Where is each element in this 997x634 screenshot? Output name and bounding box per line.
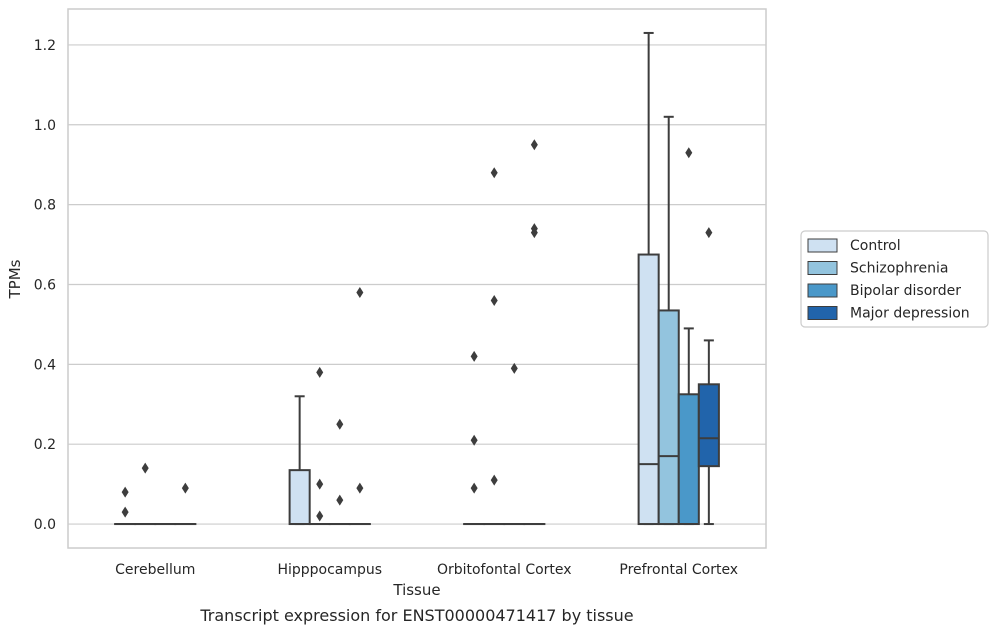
outlier-point xyxy=(530,227,538,239)
series-schizophrenia xyxy=(134,115,680,526)
outlier-point xyxy=(181,482,189,494)
y-tick-label: 1.0 xyxy=(34,118,56,134)
outlier-point xyxy=(510,362,518,374)
plot-frame xyxy=(67,8,767,549)
outlier-point xyxy=(470,482,478,494)
x-tick-label: Cerebellum xyxy=(115,562,195,578)
legend-item: Bipolar disorder xyxy=(807,283,961,299)
box-series xyxy=(114,31,720,526)
x-axis-label: Tissue xyxy=(392,581,440,599)
box xyxy=(637,31,660,526)
box xyxy=(523,139,546,526)
legend-label: Schizophrenia xyxy=(850,261,948,277)
box-body xyxy=(697,383,720,468)
outlier-point xyxy=(705,227,713,239)
series-major-depression xyxy=(174,139,720,526)
box xyxy=(174,482,197,526)
plot-border xyxy=(67,8,767,549)
y-tick-label: 0.0 xyxy=(34,517,56,533)
outlier-point xyxy=(316,366,324,378)
series-bipolar-disorder xyxy=(154,147,700,526)
box xyxy=(114,486,137,526)
box xyxy=(697,227,720,526)
y-axis-ticks: 0.0 0.2 0.4 0.6 0.8 1.0 1.2 xyxy=(34,38,56,533)
x-axis-ticks: Cerebellum Hipppocampus Orbitofontal Corte… xyxy=(115,562,738,578)
outlier-point xyxy=(470,350,478,362)
legend-item: Major depression xyxy=(807,306,970,322)
box xyxy=(657,115,680,526)
outlier-point xyxy=(356,286,364,298)
outlier-point xyxy=(121,486,129,498)
outlier-point xyxy=(336,494,344,506)
box xyxy=(463,350,486,526)
outlier-point xyxy=(490,294,498,306)
box xyxy=(677,147,700,526)
outlier-point xyxy=(356,482,364,494)
legend-label: Control xyxy=(850,238,901,254)
box-body xyxy=(657,309,680,526)
legend-swatch xyxy=(807,238,838,253)
outlier-point xyxy=(685,147,693,159)
y-tick-label: 0.8 xyxy=(34,198,56,214)
outlier-point xyxy=(490,474,498,486)
box xyxy=(308,366,331,526)
legend-label: Major depression xyxy=(850,306,970,322)
legend-swatch xyxy=(807,283,838,298)
y-tick-label: 1.2 xyxy=(34,38,56,54)
legend-label: Bipolar disorder xyxy=(850,283,961,299)
x-tick-label: Prefrontal Cortex xyxy=(619,562,738,578)
legend: Control Schizophrenia Bipolar disorder Majo… xyxy=(800,230,989,328)
box xyxy=(328,418,351,526)
legend-item: Control xyxy=(807,238,901,254)
x-tick-label: Hipppocampus xyxy=(277,562,382,578)
legend-item: Schizophrenia xyxy=(807,261,948,277)
outlier-point xyxy=(336,418,344,430)
outlier-point xyxy=(490,167,498,179)
box xyxy=(483,167,506,526)
y-tick-label: 0.4 xyxy=(34,357,56,373)
box-body xyxy=(637,253,660,526)
outlier-point xyxy=(530,139,538,151)
y-axis-label: TPMs xyxy=(6,259,24,299)
outlier-point xyxy=(316,478,324,490)
outlier-point xyxy=(316,510,324,522)
legend-swatch xyxy=(807,306,838,320)
box xyxy=(288,395,311,526)
legend-swatch xyxy=(807,261,838,275)
y-tick-label: 0.2 xyxy=(34,437,56,453)
outlier-point xyxy=(121,506,129,518)
series-control xyxy=(114,31,660,526)
box xyxy=(503,362,526,526)
y-tick-label: 0.6 xyxy=(34,277,56,293)
outlier-point xyxy=(470,434,478,446)
x-tick-label: Orbitofontal Cortex xyxy=(437,562,572,578)
legend-box xyxy=(800,230,989,328)
outlier-point xyxy=(141,462,149,474)
box xyxy=(134,462,157,526)
box-body xyxy=(677,393,700,526)
box-body xyxy=(288,469,311,526)
grid-lines xyxy=(68,44,766,525)
box xyxy=(348,286,371,526)
figure-caption: Transcript expression for ENST0000047141… xyxy=(200,606,634,625)
